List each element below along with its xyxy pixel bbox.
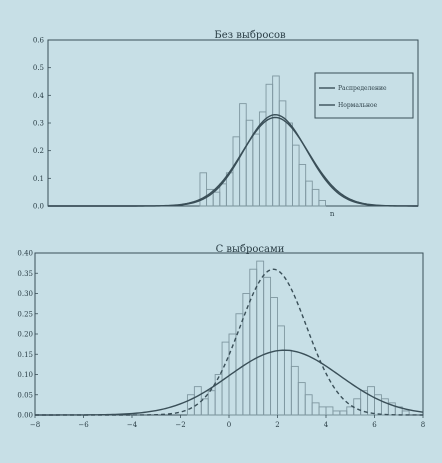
- bottom-x-tick-label: −8: [30, 421, 40, 429]
- top-histogram-bar: [232, 136, 241, 207]
- bottom-y-tick-label: 0.20: [17, 331, 33, 339]
- top-curve-2: [48, 116, 418, 207]
- top-y-tick-label: 0.5: [33, 64, 44, 72]
- top-histogram-bar: [219, 183, 227, 207]
- bottom-bars: [186, 260, 410, 416]
- bottom-histogram-bar: [249, 268, 258, 416]
- bottom-histogram-bar: [277, 325, 285, 416]
- bottom-histogram-bar: [367, 386, 375, 416]
- bottom-histogram-bar: [270, 297, 278, 416]
- bottom-curves: [35, 268, 424, 416]
- bottom-histogram-bar: [193, 386, 202, 416]
- top-y-tick-label: 0.4: [33, 92, 45, 100]
- bottom-histogram-bar: [207, 390, 216, 416]
- bottom-histogram-bar: [346, 406, 355, 416]
- bottom-y-tick-label: 0.30: [17, 290, 33, 298]
- top-histogram-bar: [265, 83, 274, 207]
- bottom-x-tick-label: 2: [275, 421, 279, 429]
- bottom-y-tick-label: 0.35: [17, 270, 33, 278]
- bottom-histogram-bar: [339, 410, 348, 416]
- bottom-histogram-bar: [242, 293, 251, 416]
- top-y-tick-label: 0.1: [33, 175, 44, 183]
- top-histogram-bar: [318, 200, 326, 207]
- top-y-tick-label: 0.2: [33, 147, 44, 155]
- top-histogram-bar: [311, 188, 320, 207]
- bottom-histogram-bar: [235, 313, 244, 416]
- bottom-y-tick-label: 0.15: [17, 351, 33, 359]
- top-x-tick-label: n: [330, 210, 335, 218]
- bottom-histogram-bar: [283, 349, 292, 416]
- bottom-x-tick-label: 6: [372, 421, 377, 429]
- top-histogram-bar: [298, 164, 307, 207]
- bottom-histogram-bar: [304, 394, 313, 416]
- bottom-y-tick-label: 0.10: [17, 371, 33, 379]
- bottom-x-tick-label: −6: [78, 421, 89, 429]
- top-histogram-bar: [199, 172, 208, 207]
- top-histogram-bar: [252, 133, 260, 207]
- bottom-y-tick-label: 0.05: [17, 391, 33, 399]
- bottom-chart-title: С выбросами: [216, 244, 285, 255]
- top-chart-title: Без выбросов: [214, 30, 286, 41]
- bottom-y-axis: 0.00 0.05 0.10 0.15 0.20 0.25 0.30 0.35 0.40: [17, 250, 38, 420]
- bottom-histogram-bar: [297, 382, 306, 416]
- bottom-x-tick-label: −2: [175, 421, 185, 429]
- top-histogram-bar: [272, 75, 280, 207]
- bottom-y-tick-label: 0.40: [17, 250, 33, 258]
- legend-label-1: Распределение: [338, 85, 387, 92]
- top-y-tick-label: 0.3: [33, 120, 44, 128]
- bottom-x-tick-label: 4: [324, 421, 329, 429]
- bottom-histogram-bar: [290, 365, 299, 416]
- bottom-histogram-bar: [318, 406, 327, 416]
- bottom-x-tick-label: 0: [227, 421, 231, 429]
- top-histogram-bar: [285, 122, 293, 207]
- bottom-x-tick-label: 8: [421, 421, 425, 429]
- legend-label-2: Нормальное: [338, 102, 378, 109]
- top-curves: [48, 114, 419, 207]
- top-y-tick-label: 0.6: [33, 37, 45, 45]
- bottom-curve-2: [35, 349, 424, 416]
- legend-box: [314, 72, 414, 119]
- top-y-axis: 0.0 0.1 0.2 0.3 0.4 0.5 0.6: [33, 37, 51, 211]
- top-x-axis: n: [330, 210, 335, 218]
- bottom-histogram-bar: [256, 260, 265, 416]
- bottom-histogram-bar: [332, 410, 341, 416]
- top-histogram-bar: [305, 180, 313, 207]
- top-histogram-bar: [245, 119, 254, 207]
- top-y-tick-label: 0.0: [33, 203, 44, 211]
- top-histogram-bar: [292, 144, 300, 207]
- bottom-histogram-bar: [200, 398, 209, 416]
- bottom-y-tick-label: 0.25: [17, 310, 33, 318]
- bottom-x-axis: −8 −6 −4 −2 0 2 4 6 8: [30, 415, 425, 429]
- top-bars: [199, 75, 326, 207]
- bottom-histogram-bar: [311, 402, 320, 416]
- bottom-x-tick-label: −4: [127, 421, 138, 429]
- top-histogram-bar: [212, 191, 221, 207]
- bottom-histogram-bar: [263, 276, 272, 416]
- bottom-y-tick-label: 0.00: [17, 412, 33, 420]
- bottom-histogram-bar: [325, 406, 334, 416]
